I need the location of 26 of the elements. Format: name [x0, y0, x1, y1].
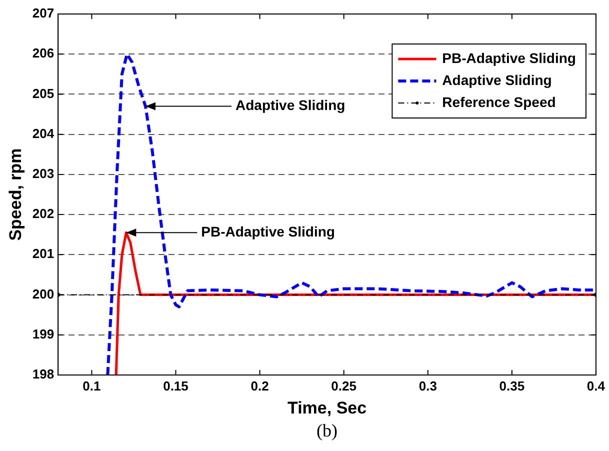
- y-tick-label: 199: [32, 326, 54, 342]
- y-tick-label: 206: [32, 46, 54, 61]
- legend-label: PB-Adaptive Sliding: [442, 50, 576, 66]
- line-series: [106, 52, 596, 375]
- annotation: PB-Adaptive Sliding: [201, 223, 335, 240]
- y-tick-label: 200: [32, 286, 54, 302]
- x-axis-title: Time, Sec: [287, 398, 367, 418]
- text: (b): [316, 420, 338, 441]
- annotation: Adaptive Sliding: [235, 97, 346, 114]
- legend-label: Reference Speed: [442, 94, 556, 110]
- y-tick-label: 205: [32, 86, 54, 101]
- x-tick-label: 0.35: [499, 378, 525, 394]
- legend-label: Adaptive Sliding: [442, 72, 552, 88]
- y-tick-label: 198: [32, 366, 54, 382]
- x-tick-label: 0.25: [331, 378, 356, 394]
- y-tick-label: 203: [32, 166, 54, 182]
- x-tick-label: 0.2: [250, 378, 269, 394]
- y-tick-label: 207: [32, 6, 54, 21]
- y-axis-title: Speed, rpm: [6, 148, 25, 241]
- x-tick-label: 0.3: [418, 378, 437, 394]
- x-tick-label: 0.4: [586, 378, 606, 394]
- y-tick-label: 202: [32, 206, 54, 222]
- x-tick-label: 0.1: [82, 378, 101, 394]
- y-tick-label: 201: [32, 246, 54, 262]
- x-tick-label: 0.15: [163, 378, 188, 394]
- y-tick-label: 204: [32, 126, 55, 141]
